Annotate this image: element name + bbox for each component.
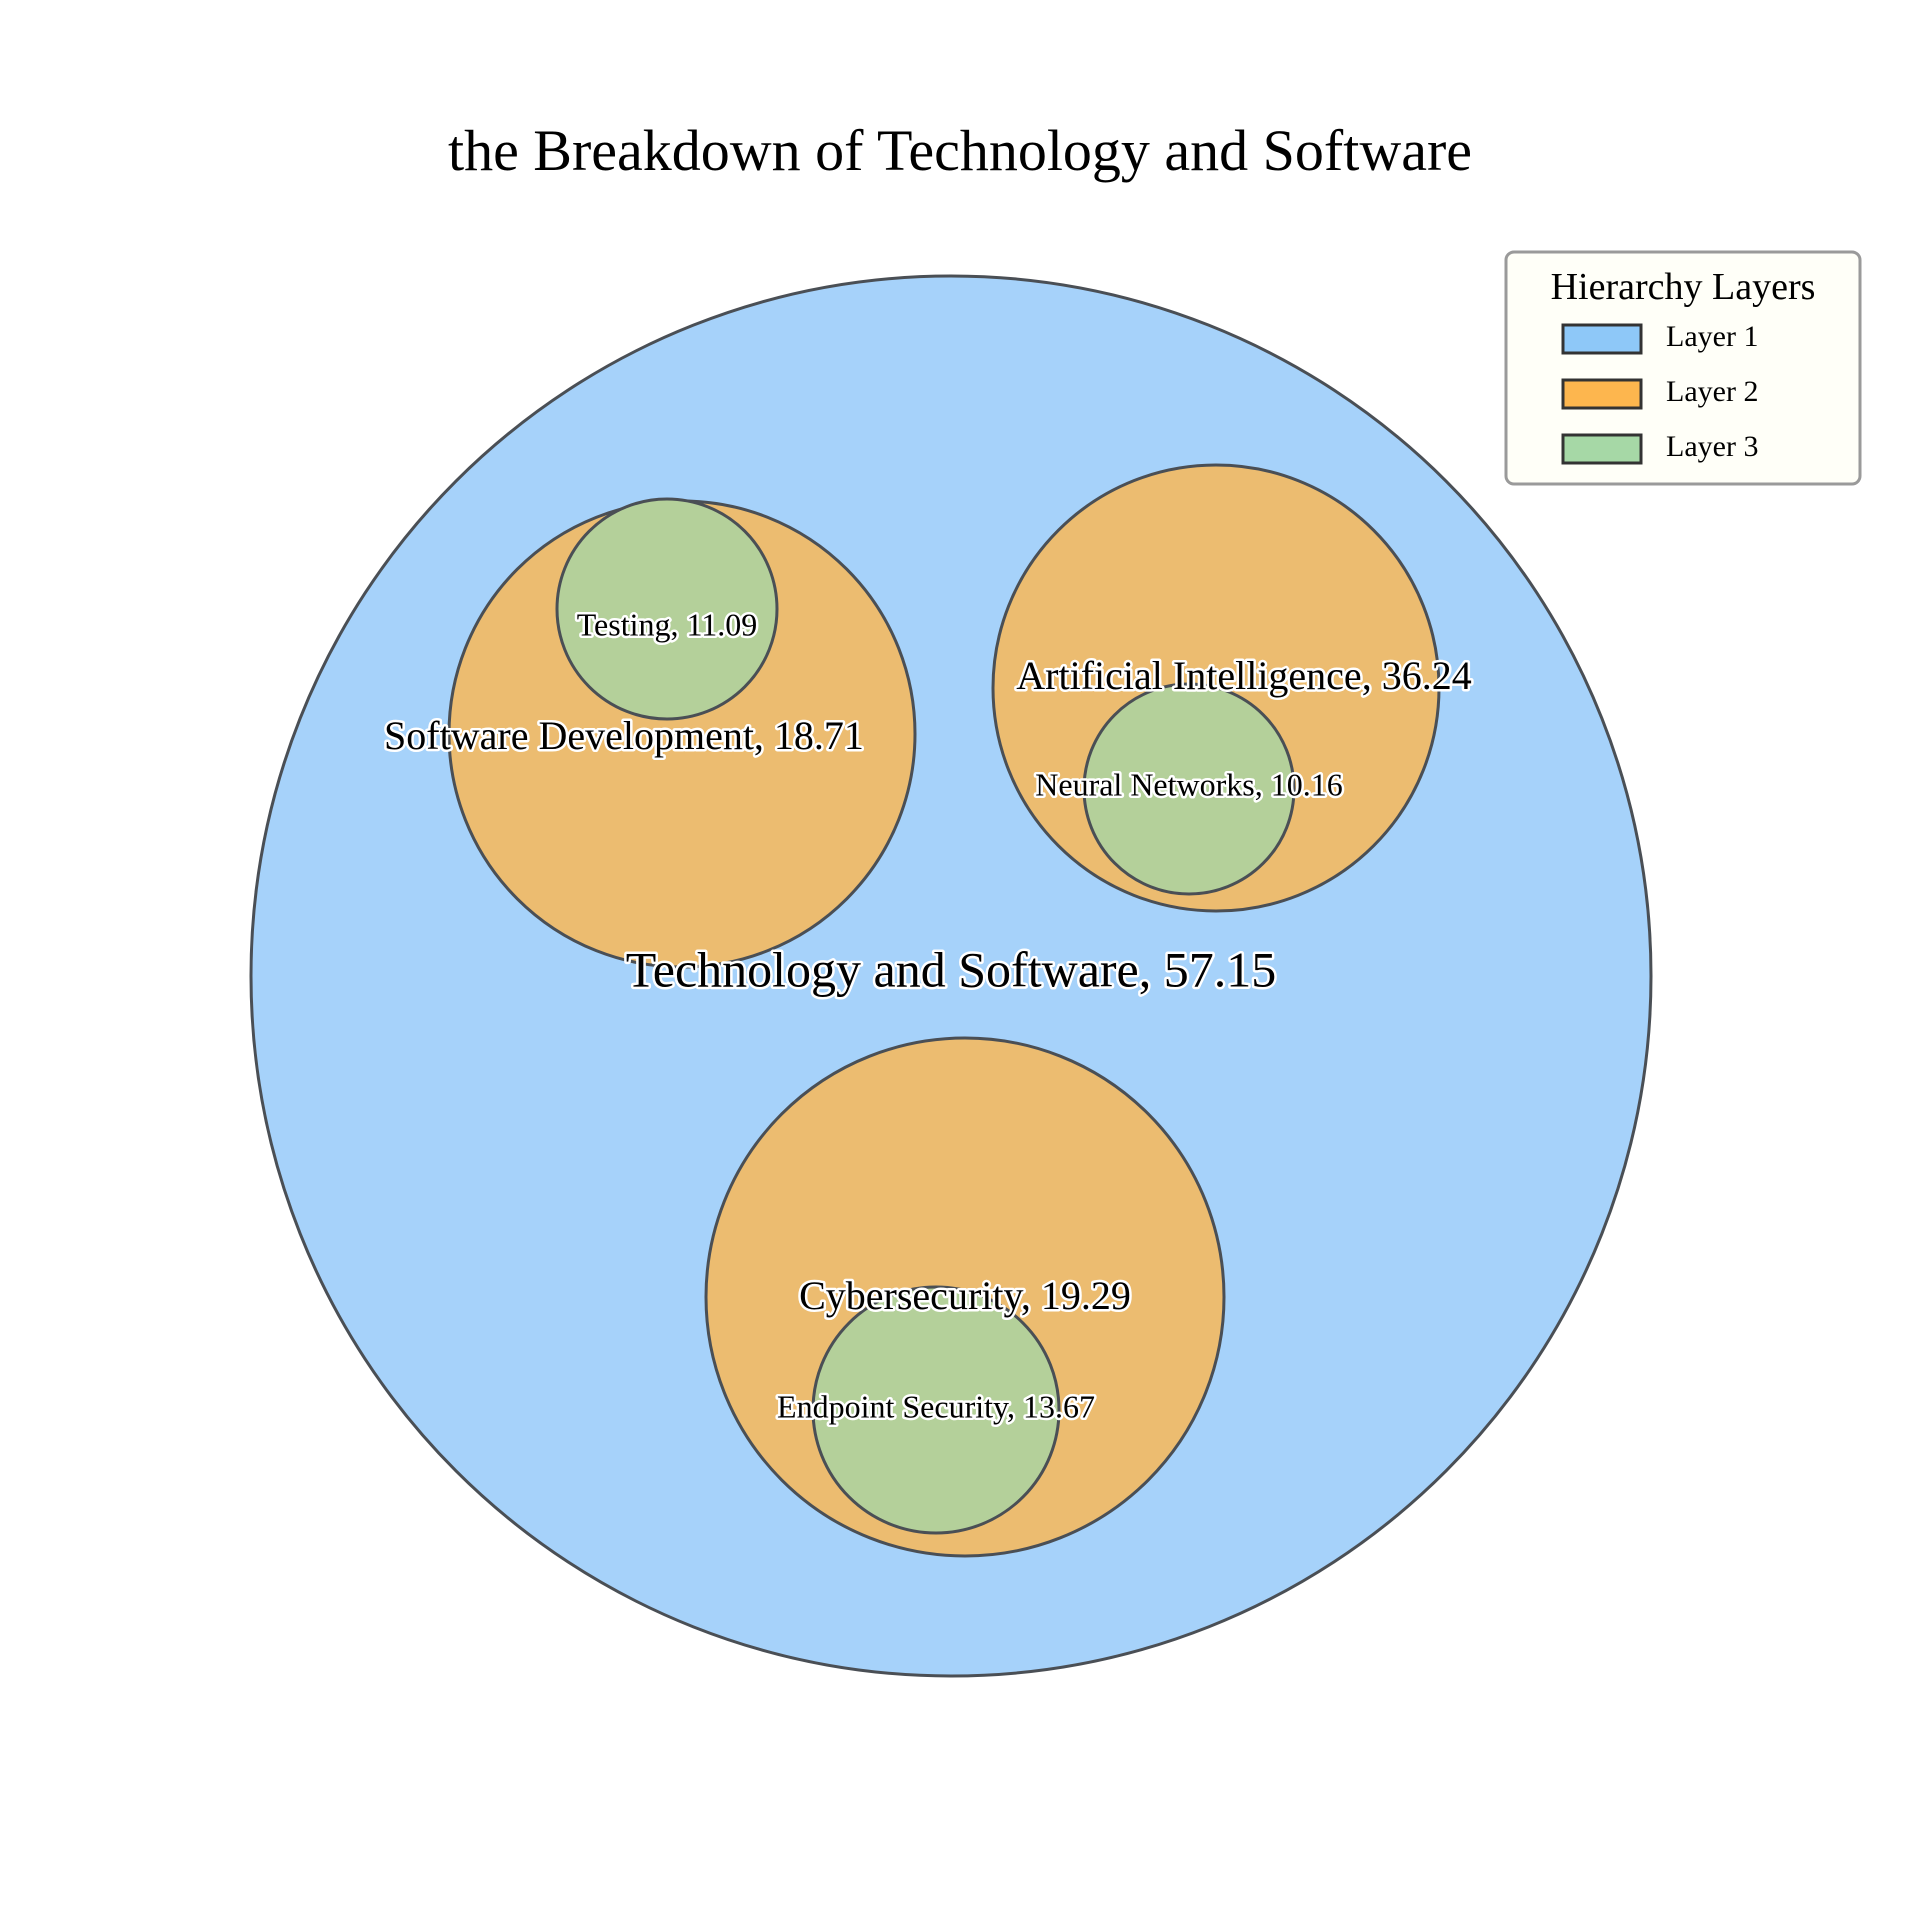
label-sw: Software Development, 18.71	[384, 713, 864, 758]
legend-label-2: Layer 2	[1666, 375, 1758, 408]
legend: Hierarchy Layers Layer 1 Layer 2 Layer 3	[1504, 250, 1862, 486]
label-test: Testing, 11.09	[577, 606, 758, 642]
legend-swatch-1	[1561, 323, 1643, 355]
chart-title: the Breakdown of Technology and Software	[448, 118, 1472, 183]
legend-swatch-3	[1561, 433, 1643, 465]
legend-frame	[1504, 250, 1862, 486]
label-cs: Cybersecurity, 19.29	[799, 1273, 1131, 1318]
label-es: Endpoint Security, 13.67	[777, 1388, 1095, 1424]
circle-nn	[1082, 682, 1296, 896]
legend-items: Layer 1 Layer 2 Layer 3	[1561, 320, 1758, 465]
legend-title: Hierarchy Layers	[1551, 266, 1816, 308]
circle-test	[555, 497, 779, 721]
label-root: Technology and Software, 57.15	[626, 941, 1277, 997]
legend-label-1: Layer 1	[1666, 320, 1758, 353]
legend-swatch-2	[1561, 378, 1643, 410]
circles-group	[249, 274, 1653, 1678]
legend-label-3: Layer 3	[1666, 430, 1758, 463]
label-nn: Neural Networks, 10.16	[1035, 766, 1342, 802]
labels-group: Technology and Software, 57.15 Software D…	[382, 604, 1475, 1427]
label-ai: Artificial Intelligence, 36.24	[1016, 653, 1471, 698]
circle-es	[811, 1285, 1061, 1535]
